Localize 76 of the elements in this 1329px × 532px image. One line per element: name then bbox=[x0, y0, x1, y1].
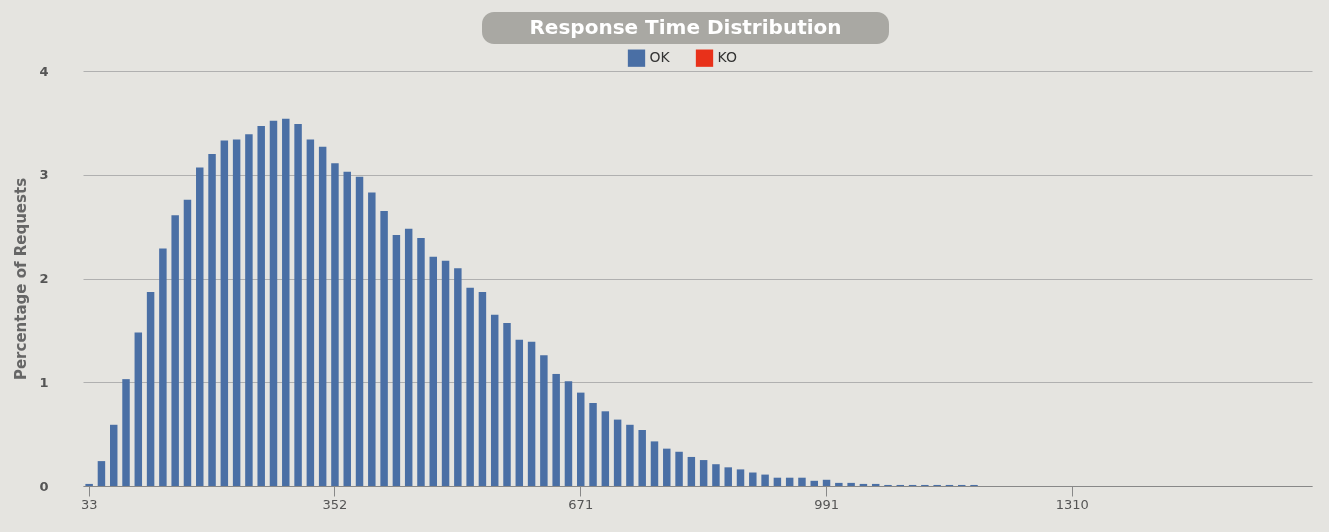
y-tick-label: 2 bbox=[39, 271, 49, 286]
x-tick-label: 671 bbox=[568, 496, 594, 512]
bar bbox=[318, 146, 327, 486]
bar bbox=[687, 456, 696, 486]
bar bbox=[712, 464, 720, 486]
bar bbox=[835, 482, 843, 486]
chart-title: Response Time Distribution bbox=[529, 15, 842, 39]
bar bbox=[490, 314, 499, 486]
y-tick-label: 1 bbox=[39, 374, 49, 390]
bar bbox=[663, 448, 671, 486]
bar bbox=[527, 341, 536, 486]
bar bbox=[736, 469, 745, 486]
bar bbox=[171, 215, 179, 486]
bar bbox=[466, 287, 474, 486]
bar bbox=[208, 154, 216, 486]
bar bbox=[85, 483, 93, 486]
bar bbox=[589, 403, 597, 486]
bar bbox=[650, 441, 659, 486]
bar bbox=[331, 163, 339, 486]
bar bbox=[404, 228, 413, 486]
bar bbox=[601, 411, 610, 486]
bar bbox=[724, 467, 732, 486]
bar bbox=[613, 419, 622, 486]
bar bbox=[392, 234, 401, 486]
bar bbox=[97, 461, 106, 486]
x-tick-label: 33 bbox=[80, 496, 98, 512]
bar bbox=[626, 424, 634, 486]
bar bbox=[196, 167, 204, 486]
bar bbox=[134, 332, 143, 486]
x-tick-label: 991 bbox=[814, 496, 839, 512]
bar bbox=[417, 238, 425, 486]
bar bbox=[232, 139, 241, 486]
bar bbox=[294, 123, 302, 486]
bar bbox=[146, 291, 155, 486]
bar bbox=[183, 199, 192, 486]
bar bbox=[675, 451, 683, 486]
x-tick-label: 1310 bbox=[1055, 496, 1089, 512]
bar bbox=[269, 120, 278, 486]
bar bbox=[343, 171, 351, 486]
bar bbox=[220, 140, 229, 486]
bar bbox=[515, 339, 524, 486]
bar bbox=[810, 480, 818, 486]
bar bbox=[773, 477, 782, 486]
bar bbox=[540, 355, 548, 486]
bar bbox=[761, 474, 769, 486]
bar bbox=[478, 291, 487, 486]
y-tick-label: 4 bbox=[39, 63, 49, 79]
bar bbox=[257, 125, 265, 486]
x-tick-label: 352 bbox=[322, 496, 348, 512]
y-tick-label: 3 bbox=[39, 167, 49, 183]
y-tick-label: 0 bbox=[39, 478, 49, 494]
bar bbox=[564, 381, 573, 486]
legend-label: OK bbox=[649, 49, 671, 66]
bar bbox=[699, 460, 708, 486]
bar bbox=[577, 392, 585, 486]
bar bbox=[306, 139, 315, 486]
bar bbox=[355, 176, 364, 486]
bar bbox=[503, 323, 511, 486]
bar bbox=[380, 211, 388, 486]
legend-label: KO bbox=[717, 49, 737, 66]
bar bbox=[785, 477, 794, 486]
bar bbox=[749, 472, 757, 486]
bar bbox=[454, 268, 462, 486]
y-axis-title: Percentage of Requests bbox=[12, 177, 31, 381]
bar bbox=[122, 379, 130, 486]
bar bbox=[847, 482, 855, 486]
bar bbox=[429, 256, 437, 486]
bar bbox=[282, 118, 290, 486]
bar bbox=[441, 260, 450, 486]
bar bbox=[109, 424, 118, 486]
bar bbox=[245, 134, 253, 486]
bar bbox=[159, 248, 167, 486]
bar bbox=[552, 373, 560, 486]
bar bbox=[638, 429, 646, 486]
bar bbox=[368, 192, 376, 486]
bar bbox=[798, 477, 806, 486]
